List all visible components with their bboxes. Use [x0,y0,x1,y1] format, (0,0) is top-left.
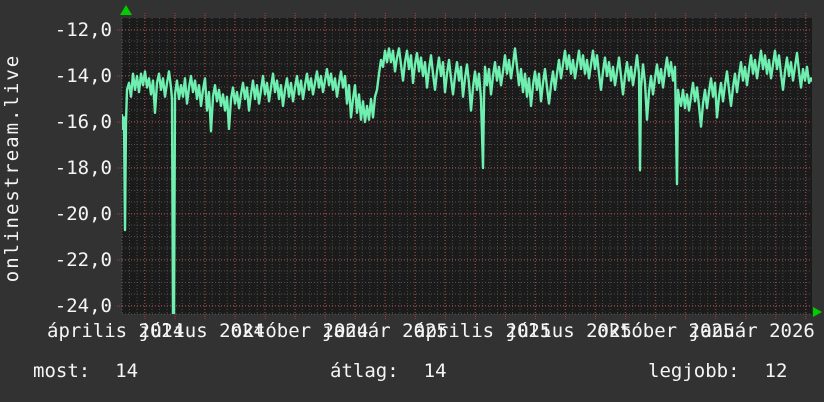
y-tick-label: -22,0 [54,249,112,271]
stat-legjobb: legjobb: 12 [648,361,787,382]
y-tick-label: -18,0 [54,157,112,179]
x-tick-label: január 2025 [322,320,448,342]
x-tick-label: október 2025 [597,320,735,342]
x-tick-label: július 2025 [506,320,632,342]
y-tick-label: -24,0 [54,295,112,317]
stat-atlag: átlag: 14 [330,361,447,382]
stat-atlag-label: átlag: [330,360,399,382]
stat-most: most: 14 [33,361,138,382]
stat-most-value: 14 [115,360,139,382]
x-tick-label: január 2026 [689,320,815,342]
x-tick-label: július 2024 [139,320,265,342]
y-tick-label: -16,0 [54,111,112,133]
y-tick-label: -12,0 [54,19,112,41]
y-tick-label: -14,0 [54,65,112,87]
y-tick-label: -20,0 [54,203,112,225]
stat-legjobb-label: legjobb: [648,360,740,382]
stat-most-label: most: [33,360,91,382]
axis-right-arrow-icon [813,307,822,317]
x-tick-label: április 2024 [47,320,185,342]
axis-up-arrow-icon [120,5,132,15]
x-tick-label: április 2025 [414,320,552,342]
stat-atlag-value: 14 [423,360,447,382]
plot-area [117,13,817,319]
x-tick-label: október 2024 [231,320,369,342]
stat-legjobb-value: 12 [764,360,788,382]
y-axis-title: onlinestream.live [1,53,23,283]
